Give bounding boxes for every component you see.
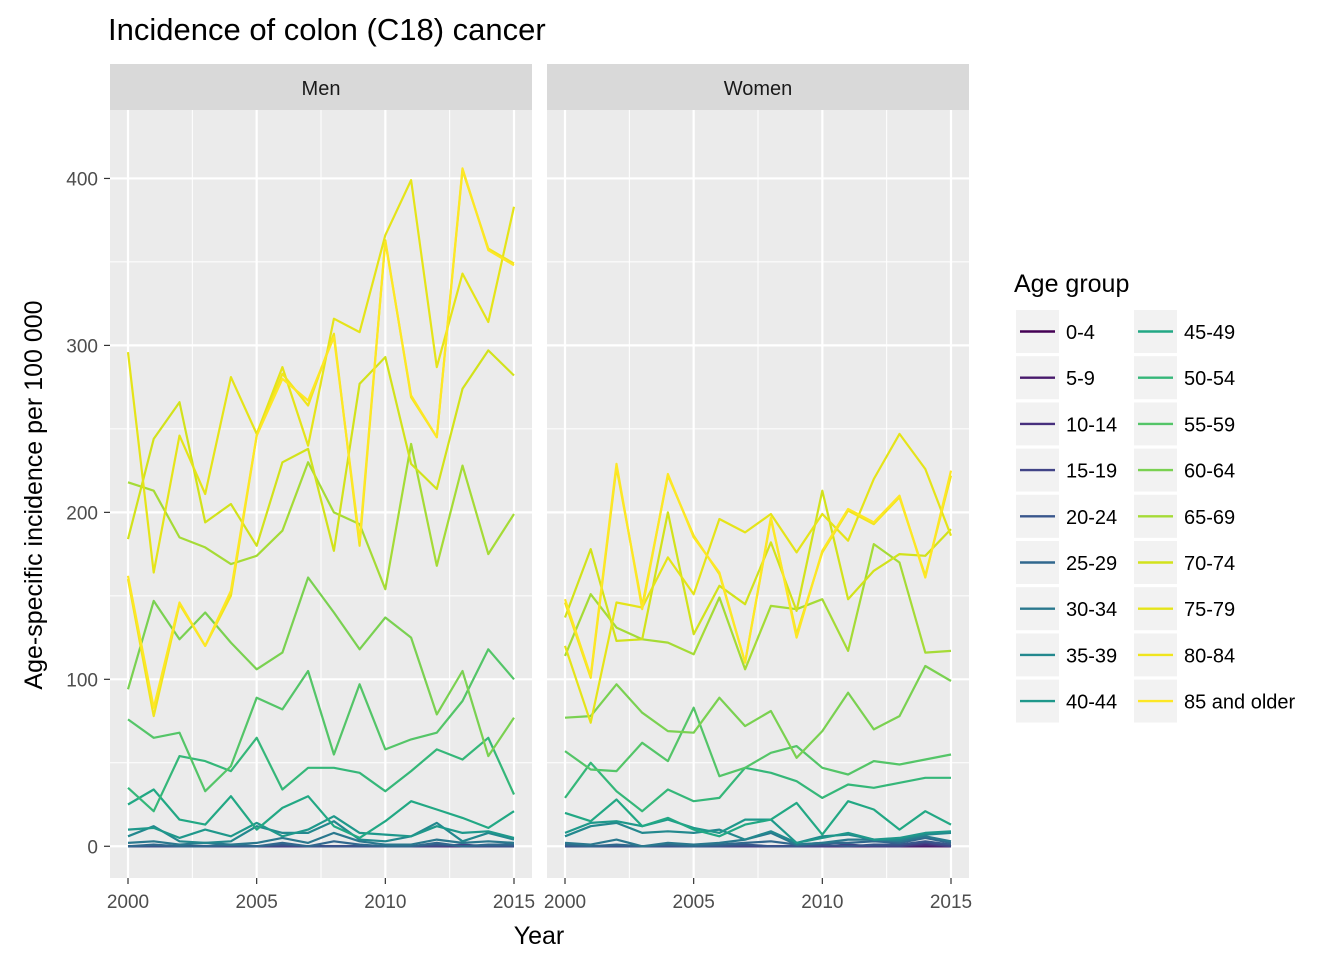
series-line [127, 831, 515, 846]
legend: Age group 0-4 5-9 10-14 15-19 20-24 25-29 30-3… [1014, 270, 1296, 723]
series-line [127, 815, 515, 840]
legend-item: 5-9 [1016, 356, 1095, 400]
y-tick-label: 300 [66, 336, 98, 357]
series-line [127, 442, 515, 591]
legend-item: 40-44 [1016, 679, 1117, 723]
series-line [127, 820, 515, 845]
legend-item: 45-49 [1134, 310, 1235, 353]
legend-item: 35-39 [1016, 633, 1117, 677]
series-line [127, 736, 516, 813]
legend-items: 0-4 5-9 10-14 15-19 20-24 25-29 30-34 35-39 40-4… [1016, 310, 1296, 723]
series-lines-men [126, 167, 516, 848]
series-line [564, 761, 951, 813]
y-tick-label: 200 [66, 503, 98, 524]
series-line [127, 840, 514, 848]
y-axis-title: Age-specific incidence per 100 000 [20, 300, 48, 689]
strip-label-women: Women [724, 78, 793, 100]
legend-label: 30-34 [1066, 599, 1117, 621]
legend-label: 5-9 [1066, 368, 1095, 390]
series-line [563, 432, 953, 724]
series-line [563, 462, 953, 678]
series-line [564, 706, 952, 778]
legend-label: 70-74 [1184, 553, 1235, 575]
legend-label: 80-84 [1184, 645, 1235, 667]
series-line [563, 489, 952, 643]
x-tick-label: 2005 [236, 892, 278, 913]
series-line [564, 818, 952, 845]
series-line [126, 167, 515, 709]
legend-item: 30-34 [1016, 587, 1117, 631]
chart-title: Incidence of colon (C18) cancer [108, 12, 546, 47]
legend-label: 85 and older [1184, 692, 1296, 714]
x-tick-label: 2010 [364, 892, 406, 913]
x-axes: 2000 2005 2010 2015 2000 2005 2010 2015 [107, 878, 972, 913]
panel-women: Women [547, 64, 969, 878]
x-tick-label: 2015 [493, 892, 535, 913]
legend-label: 45-49 [1184, 322, 1235, 344]
legend-label: 55-59 [1184, 414, 1235, 436]
strip-label-men: Men [302, 78, 341, 100]
legend-label: 75-79 [1184, 599, 1235, 621]
legend-item: 10-14 [1016, 402, 1117, 446]
legend-item: 85 and older [1134, 679, 1296, 723]
x-tick-label: 2010 [801, 892, 843, 913]
series-lines-women [563, 432, 953, 848]
legend-item: 25-29 [1016, 541, 1117, 584]
series-line [127, 788, 515, 840]
legend-label: 50-54 [1184, 368, 1235, 390]
y-tick-label: 400 [66, 169, 98, 190]
legend-item: 20-24 [1016, 494, 1117, 538]
x-tick-label: 2000 [107, 892, 149, 913]
legend-label: 65-69 [1184, 507, 1235, 529]
legend-label: 35-39 [1066, 645, 1117, 667]
series-line [127, 648, 515, 793]
series-line [563, 542, 952, 671]
legend-label: 25-29 [1066, 553, 1117, 575]
legend-item: 50-54 [1134, 356, 1235, 400]
legend-item: 70-74 [1134, 541, 1235, 584]
legend-item: 55-59 [1134, 402, 1235, 446]
x-tick-label: 2000 [544, 892, 586, 913]
legend-item: 75-79 [1134, 587, 1235, 631]
strip-men [110, 64, 532, 110]
panel-men: Men [110, 64, 532, 878]
legend-item: 60-64 [1134, 448, 1235, 492]
legend-item: 65-69 [1134, 494, 1235, 538]
x-axis-title: Year [514, 922, 565, 950]
series-line [564, 798, 952, 838]
y-tick-label: 100 [66, 670, 98, 691]
legend-label: 10-14 [1066, 414, 1117, 436]
y-axis: 0 100 200 300 400 [66, 169, 110, 858]
legend-item: 0-4 [1016, 310, 1095, 353]
legend-label: 40-44 [1066, 692, 1117, 714]
strip-women [547, 64, 969, 110]
legend-label: 15-19 [1066, 461, 1117, 483]
legend-item: 80-84 [1134, 633, 1235, 677]
legend-item: 15-19 [1016, 448, 1117, 492]
legend-title: Age group [1014, 270, 1129, 298]
legend-label: 60-64 [1184, 461, 1235, 483]
series-line [126, 179, 516, 574]
x-tick-label: 2015 [930, 892, 972, 913]
legend-label: 0-4 [1066, 322, 1095, 344]
legend-label: 20-24 [1066, 507, 1117, 529]
series-line [564, 836, 952, 848]
series-line [564, 664, 952, 759]
y-tick-label: 0 [87, 837, 98, 858]
x-tick-label: 2005 [673, 892, 715, 913]
